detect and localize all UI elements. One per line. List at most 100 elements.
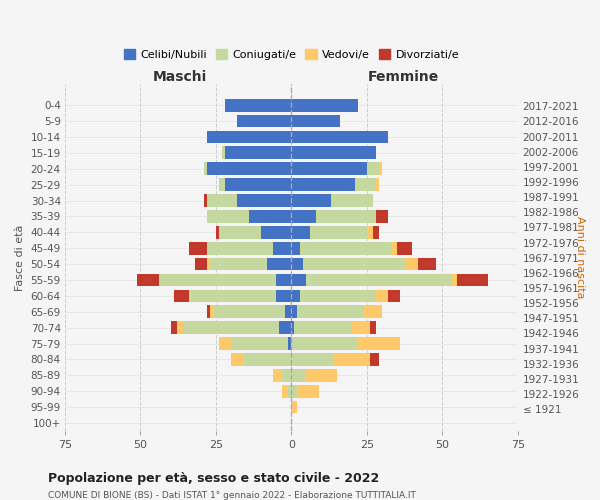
Bar [225, 178, 292, 191]
Bar [292, 337, 358, 350]
Bar [292, 146, 376, 159]
Bar [189, 242, 207, 254]
Bar [273, 369, 283, 382]
Bar [207, 306, 210, 318]
Bar [292, 274, 307, 286]
Bar [376, 210, 388, 223]
Bar [391, 242, 397, 254]
Bar [210, 258, 267, 270]
Bar [204, 194, 207, 207]
Bar [292, 226, 310, 238]
Bar [277, 290, 292, 302]
Bar [364, 306, 382, 318]
Bar [225, 99, 292, 112]
Bar [292, 401, 298, 413]
Bar [237, 114, 292, 128]
Bar [298, 306, 364, 318]
Bar [213, 306, 286, 318]
Bar [292, 178, 355, 191]
Bar [307, 274, 451, 286]
Bar [352, 322, 370, 334]
Bar [292, 369, 307, 382]
Bar [334, 353, 370, 366]
Bar [207, 210, 249, 223]
Bar [373, 226, 379, 238]
Bar [418, 258, 436, 270]
Bar [158, 274, 277, 286]
Bar [451, 274, 457, 286]
Bar [292, 306, 298, 318]
Bar [210, 306, 213, 318]
Bar [189, 290, 277, 302]
Bar [367, 226, 373, 238]
Bar [292, 194, 331, 207]
Bar [370, 353, 379, 366]
Bar [376, 178, 379, 191]
Bar [243, 353, 292, 366]
Bar [219, 178, 225, 191]
Bar [289, 385, 292, 398]
Bar [298, 385, 319, 398]
Bar [216, 226, 219, 238]
Bar [283, 369, 292, 382]
Bar [292, 290, 301, 302]
Bar [388, 290, 400, 302]
Bar [331, 194, 373, 207]
Bar [379, 162, 382, 175]
Bar [222, 146, 225, 159]
Text: Maschi: Maschi [152, 70, 207, 85]
Bar [261, 226, 292, 238]
Bar [231, 337, 289, 350]
Bar [292, 353, 334, 366]
Bar [183, 322, 280, 334]
Bar [292, 242, 301, 254]
Bar [292, 114, 340, 128]
Bar [397, 242, 412, 254]
Bar [292, 258, 304, 270]
Bar [307, 369, 337, 382]
Text: Femmine: Femmine [367, 70, 439, 85]
Bar [231, 353, 243, 366]
Bar [286, 306, 292, 318]
Bar [355, 178, 376, 191]
Bar [310, 226, 367, 238]
Legend: Celibi/Nubili, Coniugati/e, Vedovi/e, Divorziati/e: Celibi/Nubili, Coniugati/e, Vedovi/e, Di… [119, 45, 464, 64]
Bar [280, 322, 292, 334]
Bar [207, 194, 237, 207]
Bar [457, 274, 488, 286]
Bar [137, 274, 158, 286]
Bar [292, 322, 295, 334]
Bar [301, 290, 376, 302]
Bar [292, 385, 298, 398]
Bar [301, 242, 391, 254]
Bar [367, 162, 379, 175]
Bar [283, 385, 289, 398]
Bar [376, 290, 388, 302]
Bar [249, 210, 292, 223]
Bar [237, 194, 292, 207]
Y-axis label: Anni di nascita: Anni di nascita [575, 216, 585, 299]
Bar [207, 258, 210, 270]
Bar [207, 162, 292, 175]
Bar [195, 258, 207, 270]
Bar [292, 210, 316, 223]
Bar [204, 162, 207, 175]
Bar [316, 210, 376, 223]
Bar [176, 322, 183, 334]
Bar [406, 258, 418, 270]
Bar [292, 130, 388, 143]
Y-axis label: Fasce di età: Fasce di età [15, 224, 25, 291]
Bar [225, 146, 292, 159]
Bar [289, 337, 292, 350]
Bar [207, 242, 273, 254]
Text: Popolazione per età, sesso e stato civile - 2022: Popolazione per età, sesso e stato civil… [48, 472, 379, 485]
Bar [277, 274, 292, 286]
Bar [219, 337, 231, 350]
Bar [267, 258, 292, 270]
Bar [273, 242, 292, 254]
Bar [173, 290, 189, 302]
Bar [219, 226, 261, 238]
Bar [170, 322, 176, 334]
Bar [304, 258, 406, 270]
Bar [370, 322, 376, 334]
